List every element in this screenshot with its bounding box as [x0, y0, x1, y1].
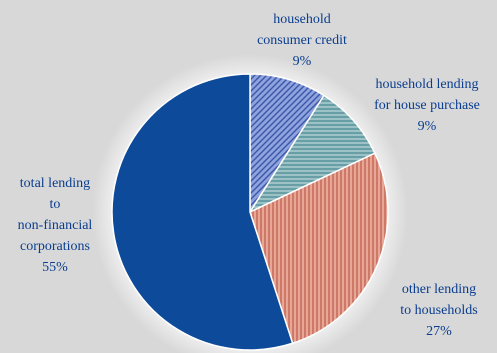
slice-value-1: 9% — [418, 119, 437, 134]
slice-label-1: household lending for house purchase 9% — [374, 77, 480, 134]
slice-label-2: other lending to households 27% — [400, 282, 477, 339]
pie-labels: household consumer credit 9%household lend… — [18, 12, 480, 339]
slice-label-3: total lending to non-financial corporations… — [18, 176, 93, 275]
slice-label-line: household — [273, 12, 331, 27]
slice-value-0: 9% — [293, 54, 312, 69]
slice-label-line: consumer credit — [257, 33, 347, 48]
slice-label-line: corporations — [20, 239, 90, 254]
pie-slice-3 — [111, 73, 294, 351]
pie-slices — [111, 73, 389, 351]
slice-label-line: household lending — [375, 77, 478, 92]
slice-value-3: 55% — [42, 260, 68, 275]
slice-label-line: to households — [400, 303, 477, 318]
slice-value-2: 27% — [426, 324, 452, 339]
slice-label-line: for house purchase — [374, 98, 480, 113]
slice-label-line: to — [50, 197, 61, 212]
slice-label-line: non-financial — [18, 218, 93, 233]
slice-label-line: total lending — [20, 176, 90, 191]
slice-label-line: other lending — [402, 282, 476, 297]
slice-label-0: household consumer credit 9% — [257, 12, 347, 69]
pie-slice-2 — [249, 152, 389, 345]
